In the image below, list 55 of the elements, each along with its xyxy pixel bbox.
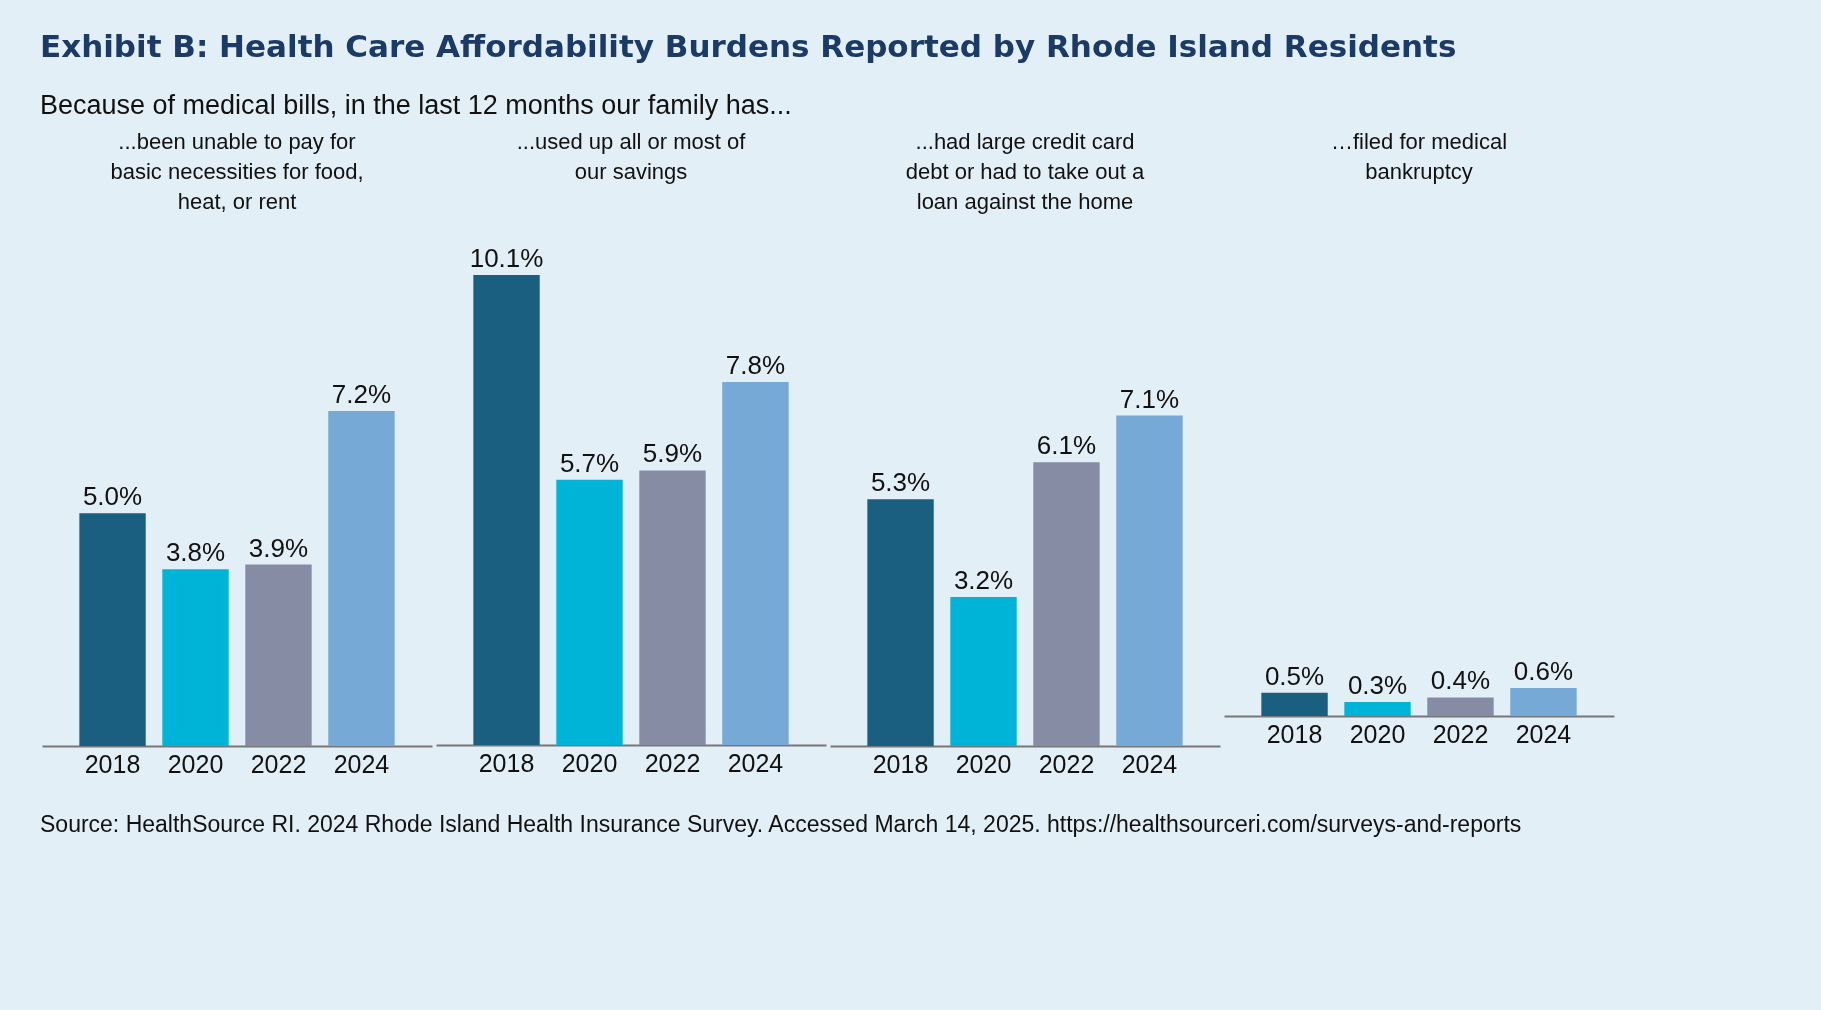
x-tick-label: 2024: [727, 748, 784, 777]
bar: [1510, 688, 1577, 716]
bar: [1116, 415, 1183, 746]
data-label: 0.6%: [1513, 656, 1574, 687]
x-tick-label: 2022: [250, 749, 307, 778]
chart-title: ...been unable to pay for basic necessities for food, heat, or rent: [110, 129, 364, 214]
bar: [1033, 462, 1100, 746]
bar: [639, 470, 706, 745]
bar: [1344, 702, 1411, 716]
x-tick-label: 2022: [644, 748, 701, 777]
x-tick-label: 2024: [1121, 749, 1178, 778]
x-tick-label: 2024: [333, 749, 390, 778]
x-tick-label: 2020: [1349, 719, 1406, 748]
x-tick-label: 2022: [1432, 719, 1489, 748]
bar: [79, 513, 146, 746]
bar: [950, 597, 1017, 746]
data-label: 7.1%: [1119, 383, 1180, 414]
x-tick-label: 2020: [955, 749, 1012, 778]
bar: [556, 479, 623, 745]
data-label: 10.1%: [469, 243, 544, 273]
data-label: 3.9%: [248, 532, 309, 563]
text: Because of medical bills, in the last 12 months our family has...: [40, 90, 793, 121]
chart-title: …filed for medical bankruptcy: [1330, 129, 1508, 184]
bar: [245, 564, 312, 746]
x-tick-label: 2018: [84, 749, 141, 778]
bar: [473, 275, 540, 745]
data-label: 0.4%: [1430, 665, 1491, 696]
data-label: 3.2%: [953, 565, 1014, 596]
bar: [722, 382, 789, 745]
x-tick-label: 2018: [1266, 719, 1323, 748]
chart-title: ...had large credit card debt or had to take out a loan against the home: [905, 129, 1146, 214]
source-note: Source: HealthSource RI. 2024 Rhode Island Health Insurance Survey. Accessed March 14, 2025. https://healthsourceri.com/surveys-and-reports: [40, 811, 1523, 838]
x-tick-label: 2022: [1038, 749, 1095, 778]
data-label: 7.8%: [725, 350, 786, 381]
data-label: 3.8%: [165, 537, 226, 568]
data-label: 5.9%: [642, 438, 703, 469]
data-label: 6.1%: [1036, 430, 1097, 461]
chart-title: ...used up all or most of our savings: [516, 129, 747, 184]
x-tick-label: 2018: [478, 748, 535, 777]
data-label: 5.3%: [870, 467, 931, 498]
data-label: 7.2%: [331, 378, 392, 409]
data-label: 5.7%: [559, 447, 620, 478]
x-tick-label: 2020: [167, 749, 224, 778]
data-label: 5.0%: [82, 481, 143, 512]
bar: [328, 410, 395, 746]
bar: [1427, 697, 1494, 716]
bar: [162, 569, 229, 746]
bar: [867, 499, 934, 746]
bar: [1261, 692, 1328, 716]
x-tick-label: 2024: [1515, 719, 1572, 748]
x-tick-label: 2018: [872, 749, 929, 778]
data-label: 0.5%: [1264, 660, 1325, 691]
data-label: 0.3%: [1347, 670, 1408, 701]
text: Exhibit B: Health Care Affordability Burdens Reported by Rhode Island Residents: [40, 28, 1458, 64]
x-tick-label: 2020: [561, 748, 618, 777]
